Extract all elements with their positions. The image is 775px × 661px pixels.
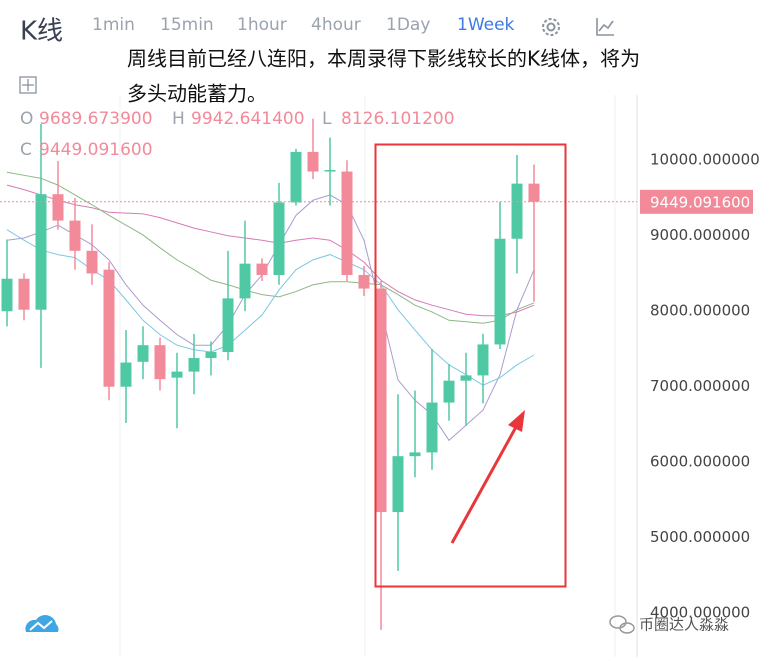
logo bbox=[25, 615, 59, 632]
candle-body bbox=[188, 358, 200, 372]
chart-title: K线 bbox=[20, 17, 63, 47]
y-tick-label: 9000.000000 bbox=[650, 226, 750, 244]
watermark-icon bbox=[609, 615, 635, 634]
tabs: 1min 15min 1hour 4hour 1Day 1Week bbox=[92, 15, 515, 35]
legend-value: 9449.091600 bbox=[39, 140, 153, 160]
candle-body bbox=[69, 220, 81, 251]
highlight-box bbox=[374, 143, 567, 588]
trend-arrow bbox=[450, 410, 525, 544]
candle-body bbox=[137, 345, 149, 362]
legend-key: C bbox=[20, 140, 32, 160]
candle-body bbox=[460, 375, 472, 381]
candle-body bbox=[154, 345, 166, 380]
ma-line bbox=[6, 194, 535, 442]
candle-body bbox=[1, 278, 13, 312]
annotation-line: 多头动能蓄力。 bbox=[127, 82, 267, 106]
candle-body bbox=[256, 263, 268, 275]
candle-body bbox=[120, 362, 132, 387]
candle-body bbox=[171, 371, 183, 378]
candle-body bbox=[409, 452, 421, 457]
settings-icon[interactable] bbox=[542, 18, 560, 36]
candle-body bbox=[494, 238, 506, 345]
candle-body bbox=[273, 202, 285, 275]
legend-key: H bbox=[172, 109, 185, 129]
y-tick-label: 5000.000000 bbox=[650, 528, 750, 546]
y-tick-label: 7000.000000 bbox=[650, 377, 750, 395]
legend-key: L bbox=[322, 109, 332, 129]
timeframe-tab[interactable]: 4hour bbox=[311, 15, 361, 35]
y-tick-label: 6000.000000 bbox=[650, 453, 750, 471]
last-price-tag bbox=[640, 189, 753, 214]
candle-body bbox=[426, 402, 438, 453]
ma-line bbox=[6, 184, 535, 317]
y-tick-label: 10000.000000 bbox=[650, 151, 760, 169]
candle-body bbox=[222, 298, 234, 352]
ma-line bbox=[6, 229, 535, 386]
legend-key: O bbox=[20, 109, 33, 129]
add-icon[interactable] bbox=[19, 76, 37, 94]
timeframe-tab[interactable]: 1Week bbox=[457, 15, 515, 35]
grid bbox=[119, 95, 638, 657]
candle-body bbox=[86, 250, 98, 274]
timeframe-tab[interactable]: 1Day bbox=[386, 15, 430, 35]
candle-body bbox=[18, 278, 30, 310]
candle-body bbox=[443, 380, 455, 403]
candle-body bbox=[239, 263, 251, 299]
legend-value: 9689.673900 bbox=[39, 109, 153, 129]
ma-line bbox=[6, 171, 535, 324]
candle-body bbox=[103, 269, 115, 387]
candle-body bbox=[324, 170, 336, 172]
candle-body bbox=[477, 344, 489, 376]
ohlc-legend: O 9689.673900 H 9942.641400 L 8126.101200 C 944… bbox=[20, 109, 455, 160]
candle-body bbox=[205, 351, 217, 359]
candle-body bbox=[341, 171, 353, 275]
last-price-label: 9449.091600 bbox=[650, 193, 750, 211]
timeframe-tab[interactable]: 15min bbox=[160, 15, 214, 35]
candle-body bbox=[35, 194, 47, 310]
legend-value: 8126.101200 bbox=[341, 109, 455, 129]
candle-body bbox=[358, 274, 370, 289]
indicator-icon[interactable] bbox=[596, 18, 614, 36]
legend-value: 9942.641400 bbox=[191, 109, 305, 129]
candle-body bbox=[375, 288, 387, 513]
y-tick-label: 8000.000000 bbox=[650, 302, 750, 320]
annotation-line: 周线目前已经八连阳，本周录得下影线较长的K线体，将为 bbox=[127, 47, 640, 71]
candle-body bbox=[528, 183, 540, 202]
candle-body bbox=[392, 456, 404, 513]
timeframe-tab[interactable]: 1min bbox=[92, 15, 135, 35]
candle-body bbox=[290, 151, 302, 203]
watermark: 币圈达人淼淼 bbox=[639, 616, 729, 634]
y-tick-label: 4000.000000 bbox=[650, 604, 750, 622]
candle-body bbox=[511, 183, 523, 239]
candle-body bbox=[52, 194, 64, 221]
candle-body bbox=[307, 151, 319, 172]
timeframe-tab[interactable]: 1hour bbox=[237, 15, 287, 35]
plot bbox=[0, 118, 637, 630]
